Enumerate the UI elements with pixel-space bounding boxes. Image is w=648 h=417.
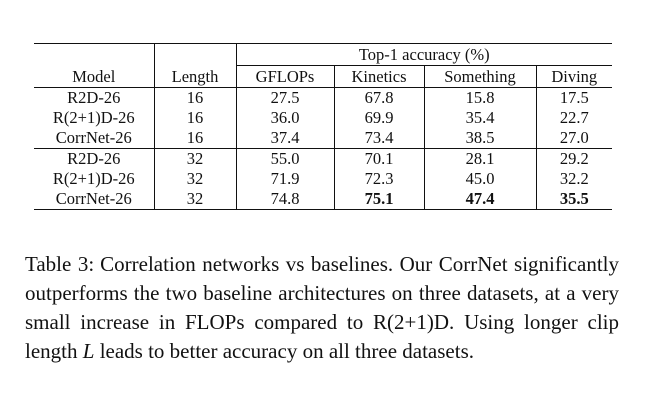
- cell-something: 35.4: [424, 108, 537, 128]
- cell-diving: 22.7: [559, 108, 589, 127]
- cell-something: 15.8: [424, 87, 537, 108]
- table-row: R(2+1)D-26 32 71.9 72.3 45.0 32.2: [34, 169, 612, 189]
- cell-gflops: 71.9: [236, 169, 335, 189]
- cell-length: 16: [154, 108, 237, 128]
- cell-model: R(2+1)D-26: [34, 108, 155, 128]
- table-row: R2D-26 32 55.0 70.1 28.1 29.2: [34, 148, 613, 169]
- caption-text-a: Correlation networks vs baselines. Our C…: [25, 252, 619, 363]
- header-diving: Diving: [551, 67, 598, 86]
- cell-gflops: 55.0: [236, 148, 335, 169]
- caption-label: Table 3:: [25, 252, 95, 276]
- cell-kinetics: 70.1: [334, 148, 425, 169]
- cell-length: 32: [154, 148, 237, 169]
- cell-something: 45.0: [424, 169, 537, 189]
- cell-gflops: 74.8: [236, 189, 335, 210]
- table-row: R(2+1)D-26 16 36.0 69.9 35.4 22.7: [34, 108, 612, 128]
- header-length: Length: [154, 65, 237, 88]
- cell-model: CorrNet-26: [34, 189, 155, 210]
- table-row: CorrNet-26 16 37.4 73.4 38.5 27.0: [34, 128, 612, 149]
- cell-gflops: 37.4: [236, 128, 335, 149]
- cell-kinetics: 75.1: [334, 189, 425, 210]
- header-empty-model: [34, 43, 155, 66]
- cell-diving: 17.5: [536, 87, 613, 108]
- cell-length: 32: [154, 189, 237, 210]
- caption-variable: L: [82, 339, 95, 363]
- cell-length: 32: [154, 169, 237, 189]
- header-row-group: Top-1 accuracy (%): [34, 43, 613, 66]
- results-table-container: Top-1 accuracy (%) Model Length GFLOPs K…: [34, 43, 613, 210]
- cell-model: R2D-26: [34, 148, 155, 169]
- cell-something: 47.4: [424, 189, 537, 210]
- header-empty-length: [154, 43, 237, 66]
- cell-diving: 29.2: [536, 148, 613, 169]
- header-row-columns: Model Length GFLOPs Kinetics Something D…: [34, 65, 612, 88]
- header-kinetics: Kinetics: [334, 65, 425, 88]
- header-gflops: GFLOPs: [236, 65, 335, 88]
- cell-model: R2D-26: [34, 87, 155, 108]
- cell-diving: 32.2: [559, 169, 589, 188]
- cell-length: 16: [154, 128, 237, 149]
- cell-model: CorrNet-26: [34, 128, 155, 149]
- header-model: Model: [34, 65, 155, 88]
- cell-diving: 35.5: [536, 189, 613, 210]
- table-row: R2D-26 16 27.5 67.8 15.8 17.5: [34, 87, 613, 108]
- cell-kinetics: 73.4: [334, 128, 425, 149]
- header-something: Something: [424, 65, 537, 88]
- table-row: CorrNet-26 32 74.8 75.1 47.4 35.5: [34, 189, 613, 210]
- table-caption: Table 3: Correlation networks vs baseline…: [25, 250, 619, 366]
- cell-length: 16: [154, 87, 237, 108]
- cell-kinetics: 67.8: [334, 87, 425, 108]
- cell-something: 38.5: [424, 128, 537, 149]
- results-table: Top-1 accuracy (%) Model Length GFLOPs K…: [34, 43, 613, 210]
- caption-text-b: leads to better accuracy on all three da…: [94, 339, 475, 363]
- header-top1-accuracy: Top-1 accuracy (%): [236, 43, 613, 66]
- cell-kinetics: 72.3: [334, 169, 425, 189]
- cell-model: R(2+1)D-26: [34, 169, 155, 189]
- cell-gflops: 36.0: [236, 108, 335, 128]
- cell-kinetics: 69.9: [334, 108, 425, 128]
- cell-diving: 27.0: [559, 128, 589, 147]
- cell-gflops: 27.5: [236, 87, 335, 108]
- cell-something: 28.1: [424, 148, 537, 169]
